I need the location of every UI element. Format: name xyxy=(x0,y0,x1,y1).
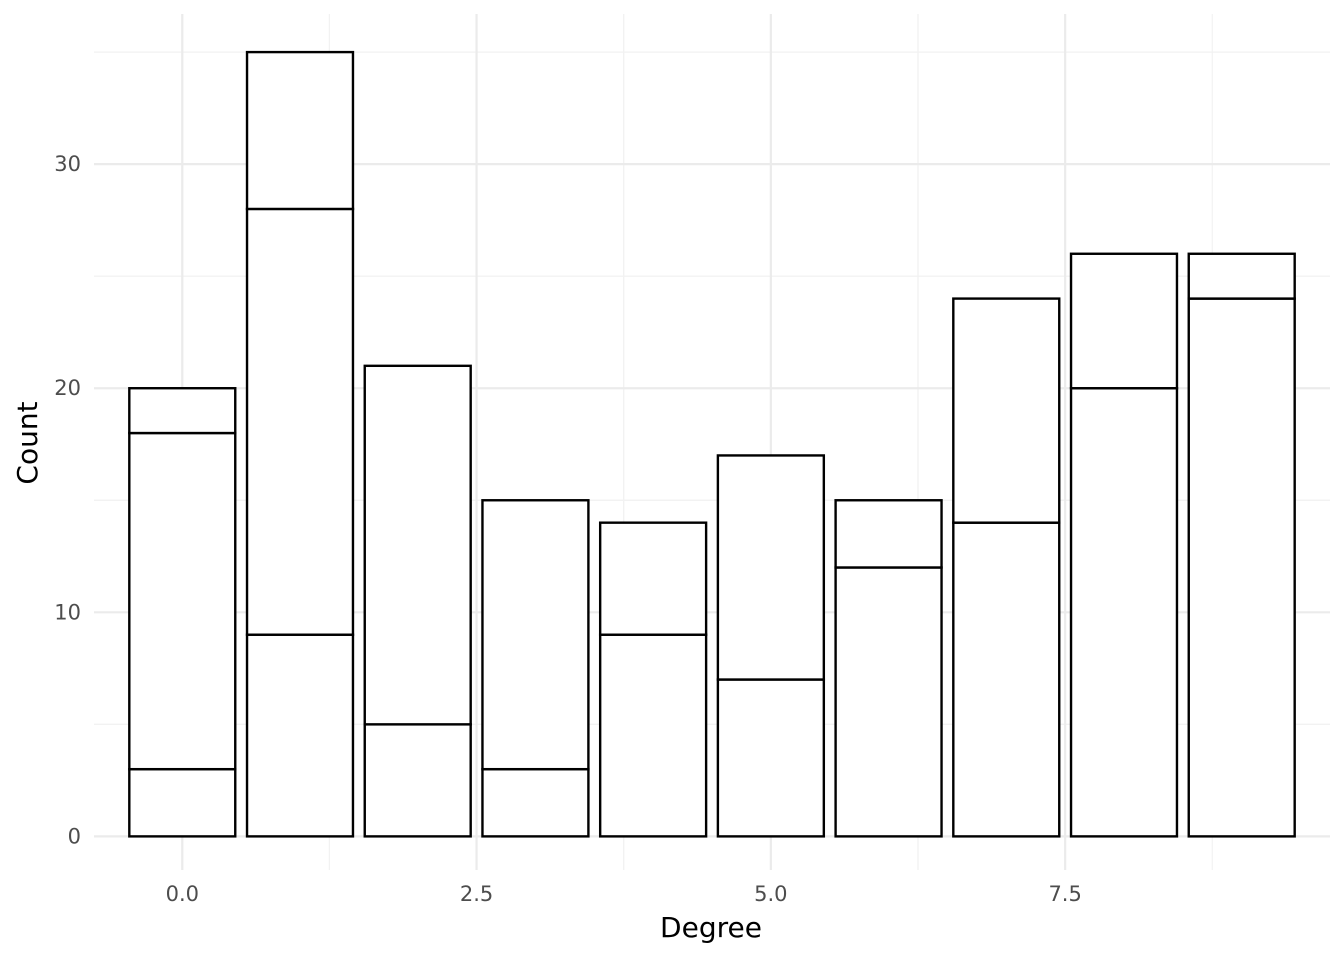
bar-segment xyxy=(716,678,826,838)
bar-segment xyxy=(128,387,237,435)
y-tick-label: 10 xyxy=(54,600,81,624)
bar-segment xyxy=(481,767,590,838)
y-tick-label: 20 xyxy=(54,376,81,400)
x-tick-label: 5.0 xyxy=(754,882,787,906)
bar-segment xyxy=(128,767,237,838)
bar-segment xyxy=(1069,252,1179,390)
x-axis-title: Degree xyxy=(660,911,762,944)
bar-segment xyxy=(952,297,1061,524)
x-tick-label: 2.5 xyxy=(460,882,493,906)
x-tick-label: 0.0 xyxy=(166,882,199,906)
bar-segment xyxy=(481,499,590,771)
bar-segment xyxy=(1069,387,1179,838)
y-tick-labels: 0 10 20 30 xyxy=(54,152,81,848)
y-tick-label: 30 xyxy=(54,152,81,176)
bar-segment xyxy=(834,566,943,838)
bar-segment xyxy=(363,723,472,838)
bar-segment xyxy=(598,633,708,838)
bar-segment xyxy=(245,633,355,838)
x-tick-label: 7.5 xyxy=(1048,882,1081,906)
y-axis-title: Count xyxy=(11,401,44,484)
bar-segment xyxy=(598,521,708,636)
y-tick-label: 0 xyxy=(68,824,81,848)
x-tick-labels: 0.0 2.5 5.0 7.5 xyxy=(166,882,1082,906)
bar-segment xyxy=(1187,252,1296,300)
bar-segment xyxy=(834,499,943,569)
bar-segment xyxy=(716,454,826,681)
bar-segment xyxy=(245,50,355,211)
bars xyxy=(128,50,1296,838)
bar-segment xyxy=(128,431,237,771)
bar-segment xyxy=(363,364,472,726)
bar-segment xyxy=(1187,297,1296,838)
bar-segment xyxy=(245,207,355,636)
bar-segment xyxy=(952,521,1061,838)
